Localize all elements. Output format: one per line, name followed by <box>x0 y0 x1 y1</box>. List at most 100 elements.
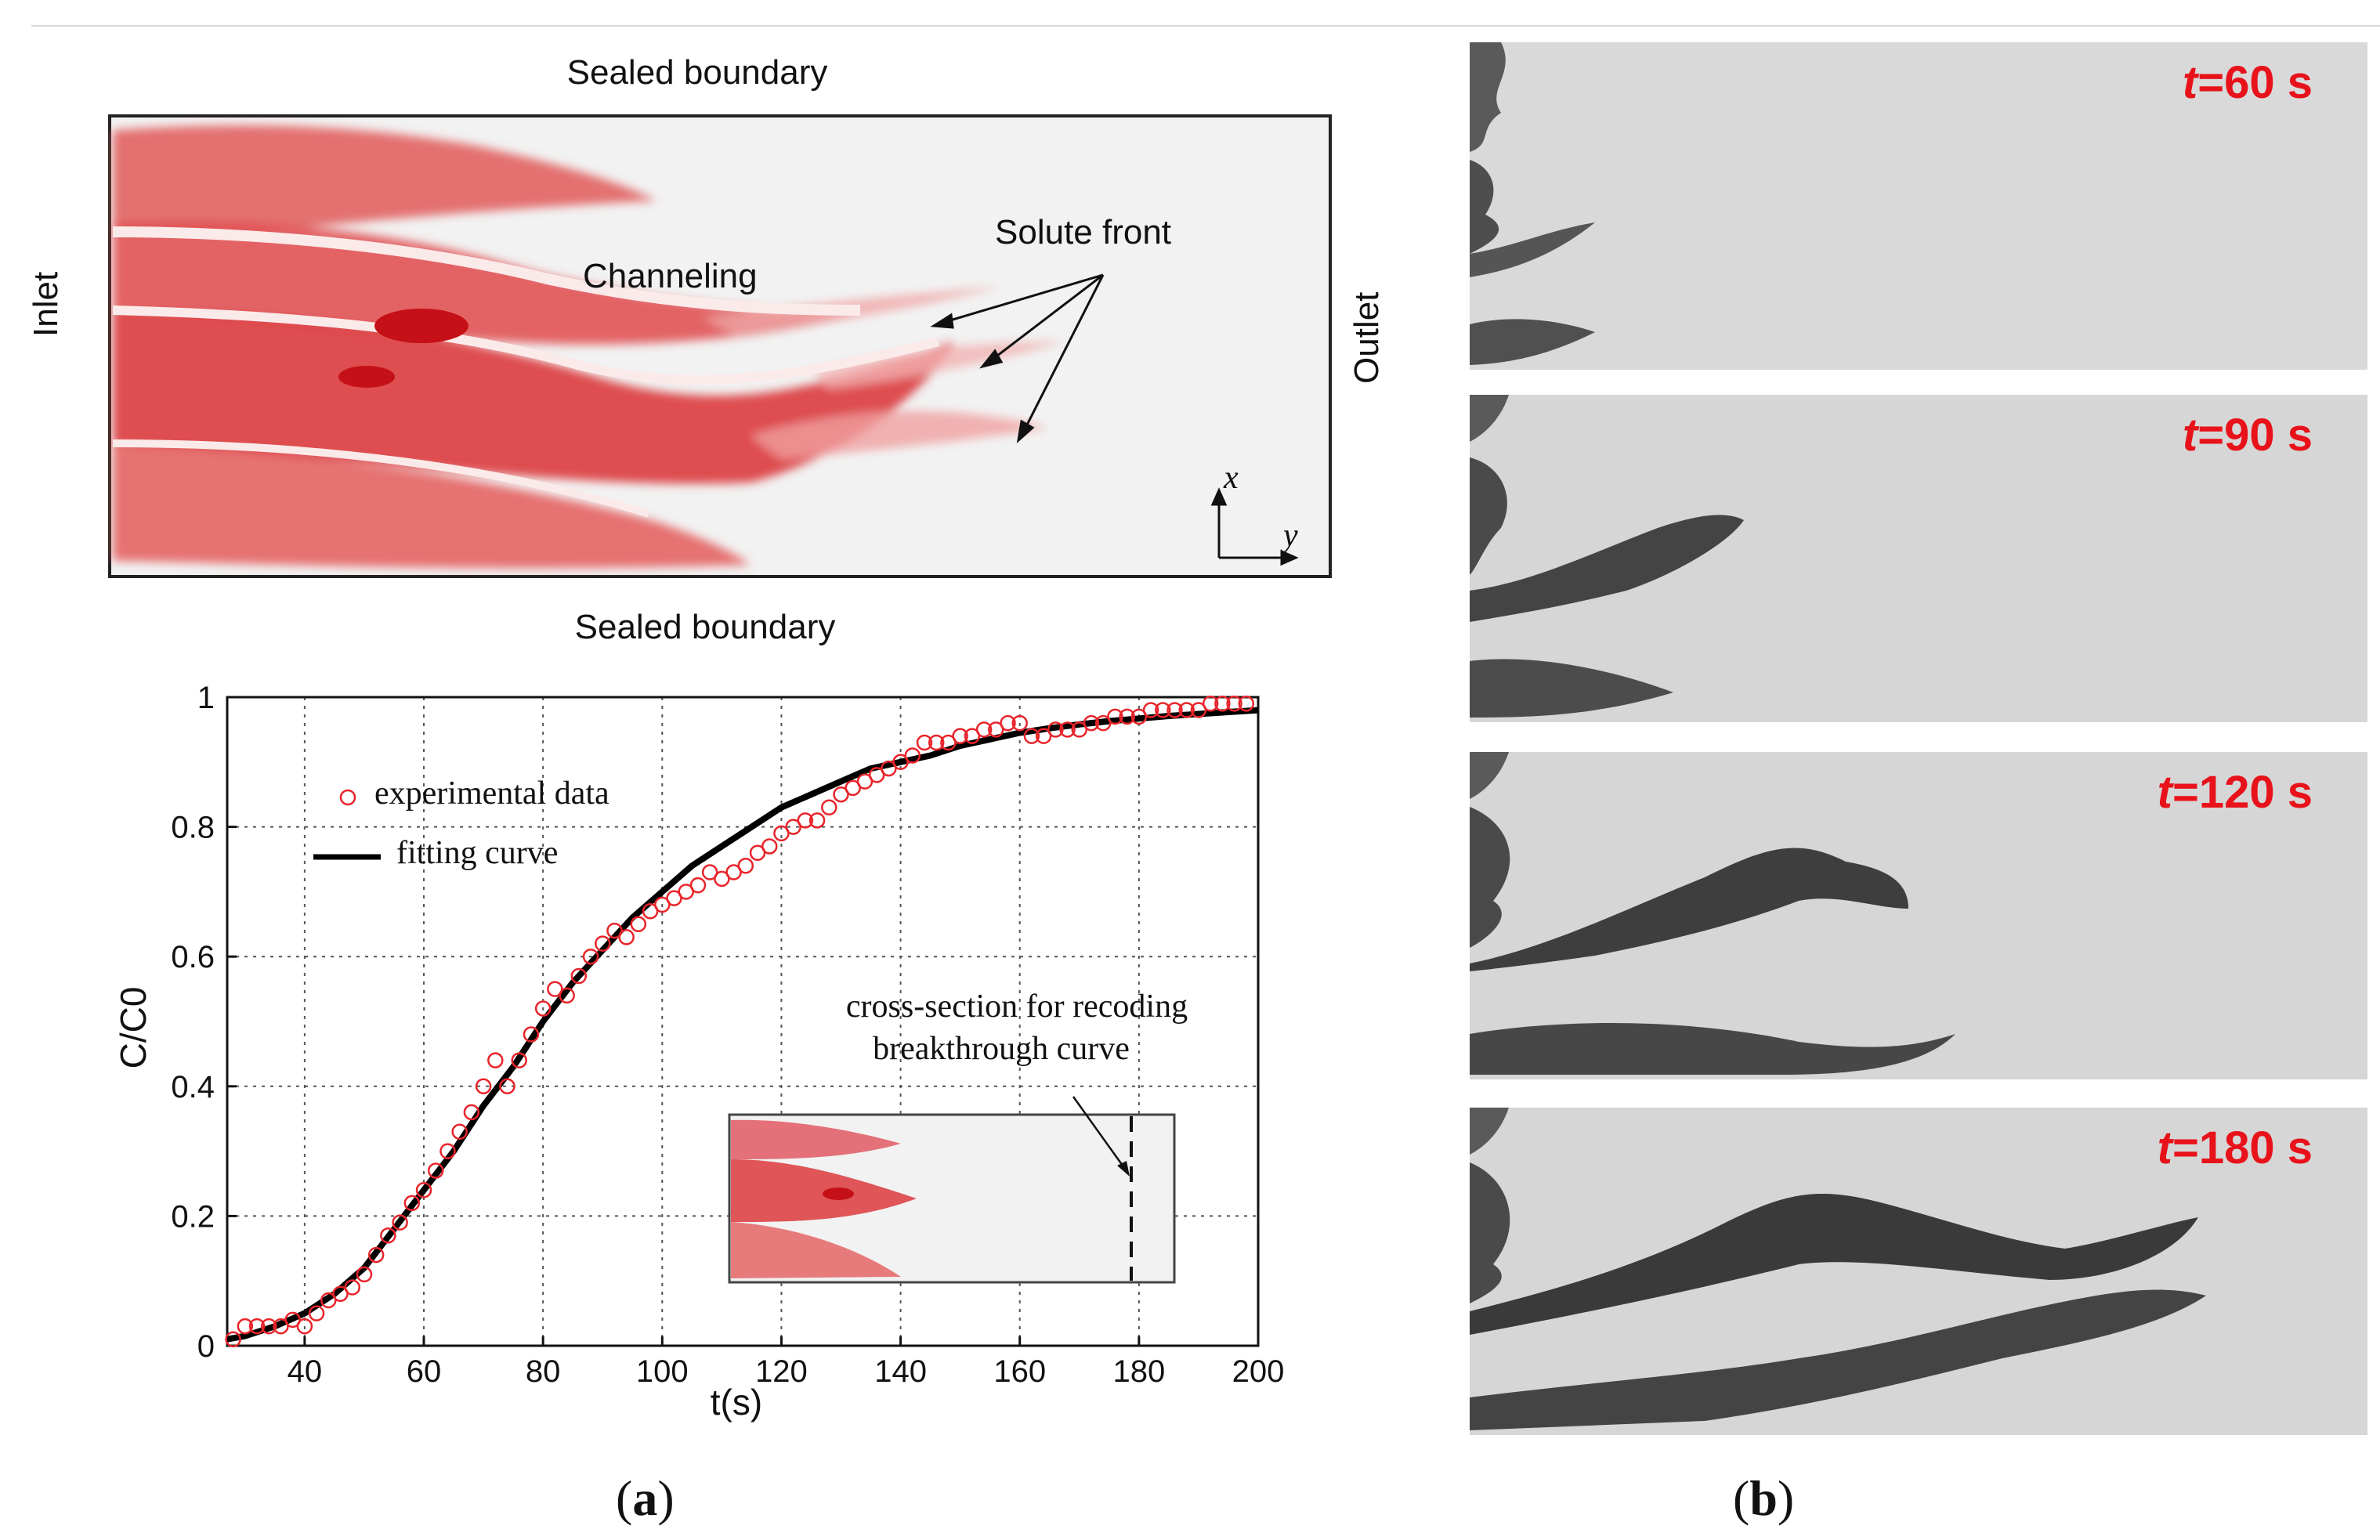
axis-y-label: y <box>1283 518 1298 554</box>
data-point <box>749 844 766 861</box>
data-point <box>427 1162 444 1179</box>
annotation-arrow <box>1072 1096 1128 1172</box>
data-point <box>356 1266 373 1283</box>
data-point <box>1059 721 1076 738</box>
x-axis-label: t(s) <box>711 1382 762 1423</box>
data-point <box>642 902 659 920</box>
data-point <box>881 760 897 777</box>
y-tick-label: 0.2 <box>171 1199 215 1234</box>
solute-front-arrow <box>936 273 1104 326</box>
snapshot-time-label: t=180 s <box>2157 1122 2313 1173</box>
data-point <box>487 1052 504 1068</box>
y-tick-label: 0.6 <box>171 940 215 974</box>
map-top-label: Sealed boundary <box>566 53 828 92</box>
data-point <box>916 734 933 751</box>
data-point <box>1178 702 1195 718</box>
data-point <box>868 767 885 783</box>
data-point <box>367 1246 385 1263</box>
data-point <box>523 1026 540 1043</box>
data-point <box>1047 721 1064 738</box>
data-point <box>797 812 814 829</box>
data-point <box>534 1000 552 1017</box>
map-inlet-label: Inlet <box>27 271 65 337</box>
data-point <box>1083 714 1100 732</box>
map-outlet-label: Outlet <box>1347 291 1386 384</box>
data-point <box>273 1318 289 1335</box>
data-point <box>785 819 801 835</box>
data-point <box>1155 702 1171 718</box>
data-point <box>1226 696 1242 712</box>
data-point <box>260 1318 277 1335</box>
plot-frame <box>226 696 1260 1347</box>
snapshot-panel: t=90 s <box>1470 395 2367 722</box>
data-point <box>940 734 957 751</box>
chart-legend: experimental data fitting curve <box>313 775 609 871</box>
solute-front-label: Solute front <box>995 213 1172 251</box>
x-tick-label: 200 <box>1232 1354 1285 1389</box>
data-point <box>225 1331 241 1347</box>
data-point <box>714 870 730 887</box>
arrowhead <box>1016 419 1035 443</box>
x-tick-label: 120 <box>755 1354 808 1389</box>
y-tick-label: 0.4 <box>171 1070 215 1104</box>
data-point <box>630 916 647 933</box>
x-tick-label: 60 <box>407 1354 442 1389</box>
data-point <box>284 1311 301 1329</box>
data-point <box>606 922 623 939</box>
data-point <box>892 754 909 771</box>
panel-label-b: (b) <box>1733 1470 1795 1526</box>
solute-front-arrow <box>1020 274 1105 436</box>
flow-map <box>108 114 1332 578</box>
legend-label-fitting: fitting curve <box>396 835 558 871</box>
data-point <box>1119 708 1135 725</box>
data-point <box>439 1143 456 1159</box>
channel-hotspot <box>374 309 468 343</box>
data-point <box>666 890 682 906</box>
data-point <box>1035 728 1052 744</box>
x-tick-label: 140 <box>874 1354 927 1389</box>
arrowhead <box>979 349 1004 369</box>
channeling-label: Channeling <box>583 257 758 295</box>
data-point <box>1011 714 1028 732</box>
data-point <box>618 929 635 945</box>
data-point <box>654 896 671 913</box>
chart-axes: 40 60 80 100 120 140 160 180 200 0 0.2 0.4 0.6 0.8 1 <box>171 681 1284 1389</box>
data-point <box>344 1279 360 1296</box>
annotation-line-1: cross-section for recoding <box>846 989 1188 1025</box>
snapshot-120s-image <box>1470 752 1955 1075</box>
data-point <box>689 877 707 894</box>
snapshot-panel: t=120 s <box>1470 752 2367 1079</box>
snapshot-panel: t=180 s <box>1470 1108 2367 1435</box>
channel-hotspot <box>338 366 395 388</box>
inset-map <box>728 1096 1176 1284</box>
x-tick-label: 100 <box>636 1354 689 1389</box>
data-point <box>392 1214 408 1231</box>
data-point <box>1166 702 1183 718</box>
legend-marker-circle <box>339 789 356 806</box>
data-point <box>403 1195 421 1212</box>
y-tick-label: 1 <box>197 681 215 715</box>
axis-x-label: x <box>1224 460 1239 496</box>
data-point <box>511 1052 527 1068</box>
data-point <box>821 799 837 816</box>
data-point <box>1000 714 1016 732</box>
data-point <box>1107 708 1123 725</box>
data-point <box>1130 708 1148 725</box>
data-point <box>296 1318 313 1335</box>
panel-label-a: (a) <box>616 1470 675 1526</box>
data-point <box>856 773 874 790</box>
y-tick-label: 0 <box>197 1329 215 1364</box>
data-point <box>808 812 826 829</box>
snapshot-time-label: t=90 s <box>2182 410 2313 461</box>
data-point <box>499 1078 515 1095</box>
x-tick-label: 40 <box>288 1354 323 1389</box>
data-point <box>988 721 1004 738</box>
data-point <box>594 935 611 952</box>
experimental-data-series <box>225 696 1255 1347</box>
breakthrough-chart: 40 60 80 100 120 140 160 180 200 0 0.2 0.4 0.6 0.8 1 e… <box>113 681 1284 1423</box>
data-point <box>773 825 790 842</box>
data-point <box>415 1182 432 1198</box>
data-point <box>737 858 754 874</box>
data-point <box>320 1292 337 1309</box>
snapshot-180s-image <box>1470 1108 2206 1430</box>
